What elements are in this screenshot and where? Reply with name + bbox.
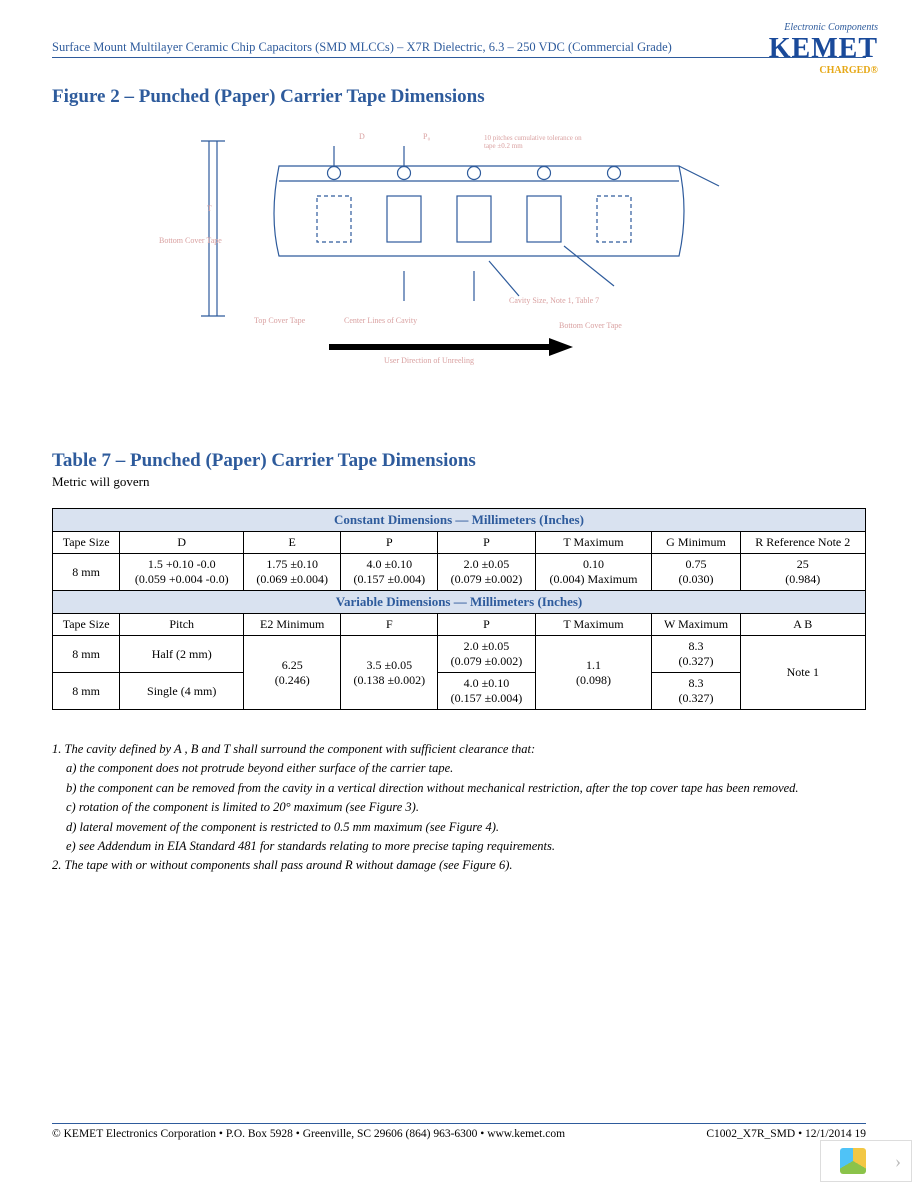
th2-F: F xyxy=(341,614,438,636)
dimensions-table: Constant Dimensions — Millimeters (Inche… xyxy=(52,508,866,710)
v-P-b: 4.0 ±0.10(0.157 ±0.004) xyxy=(438,673,535,710)
note-1e: e) see Addendum in EIA Standard 481 for … xyxy=(52,837,866,856)
v-W-a: 8.3(0.327) xyxy=(652,636,740,673)
th-P0: P xyxy=(341,532,438,554)
note-1b: b) the component can be removed from the… xyxy=(52,779,866,798)
v-E2: 6.25(0.246) xyxy=(244,636,341,710)
carrier-tape-diagram: T D P₀ 10 pitches cumulative tolerance o… xyxy=(159,126,759,376)
app-icon xyxy=(840,1148,866,1174)
c-R: 25(0.984) xyxy=(740,554,865,591)
dim-P0: P₀ xyxy=(423,132,430,141)
th-Rref: R Reference Note 2 xyxy=(740,532,865,554)
footer-right: C1002_X7R_SMD • 12/1/2014 19 xyxy=(706,1128,866,1140)
diagram-top-cover: Top Cover Tape xyxy=(254,316,305,325)
v-F: 3.5 ±0.05(0.138 ±0.002) xyxy=(341,636,438,710)
page: Electronic Components KEMET CHARGED® Sur… xyxy=(0,0,918,1188)
c-P2: 2.0 ±0.05(0.079 ±0.002) xyxy=(438,554,535,591)
logo-subtext: CHARGED® xyxy=(769,65,878,76)
diagram-cavity-size: Cavity Size, Note 1, Table 7 xyxy=(509,296,599,305)
c-P0: 4.0 ±0.10(0.157 ±0.004) xyxy=(341,554,438,591)
page-header: Surface Mount Multilayer Ceramic Chip Ca… xyxy=(52,40,866,58)
brand-logo: Electronic Components KEMET CHARGED® xyxy=(769,22,878,76)
diagram-pitch-note: 10 pitches cumulative tolerance on tape … xyxy=(484,134,594,150)
diagram-arrow-caption: User Direction of Unreeling xyxy=(384,356,474,365)
footer-left: © KEMET Electronics Corporation • P.O. B… xyxy=(52,1128,565,1140)
v-pitch-a: Half (2 mm) xyxy=(120,636,244,673)
band-constant: Constant Dimensions — Millimeters (Inche… xyxy=(53,509,866,532)
th-D: D xyxy=(120,532,244,554)
th-Tmax: T Maximum xyxy=(535,532,652,554)
chevron-right-icon: › xyxy=(895,1151,901,1172)
note-1c: c) rotation of the component is limited … xyxy=(52,798,866,817)
th2-pitch: Pitch xyxy=(120,614,244,636)
v-T: 1.1(0.098) xyxy=(535,636,652,710)
logo-text: KEMET xyxy=(769,33,878,65)
diagram-bottom-cover-2: Bottom Cover Tape xyxy=(559,321,622,330)
band-variable: Variable Dimensions — Millimeters (Inche… xyxy=(53,591,866,614)
th2-E2: E2 Minimum xyxy=(244,614,341,636)
table-govern-note: Metric will govern xyxy=(52,474,866,490)
figure-title: Figure 2 – Punched (Paper) Carrier Tape … xyxy=(52,86,866,108)
note-1: 1. The cavity defined by A , B and T sha… xyxy=(52,740,866,759)
dim-T: T xyxy=(207,204,212,213)
note-2: 2. The tape with or without components s… xyxy=(52,856,866,875)
note-1a: a) the component does not protrude beyon… xyxy=(52,759,866,778)
v-AB: Note 1 xyxy=(740,636,865,710)
th2-Wmax: W Maximum xyxy=(652,614,740,636)
c-tape: 8 mm xyxy=(53,554,120,591)
c-E: 1.75 ±0.10(0.069 ±0.004) xyxy=(244,554,341,591)
th2-P: P xyxy=(438,614,535,636)
v-P-a: 2.0 ±0.05(0.079 ±0.002) xyxy=(438,636,535,673)
c-G: 0.75(0.030) xyxy=(652,554,740,591)
logo-tagline: Electronic Components xyxy=(769,22,878,33)
footnotes: 1. The cavity defined by A , B and T sha… xyxy=(52,740,866,876)
v-pitch-b: Single (4 mm) xyxy=(120,673,244,710)
page-footer: © KEMET Electronics Corporation • P.O. B… xyxy=(52,1123,866,1140)
diagram-center-lines: Center Lines of Cavity xyxy=(344,316,417,325)
v-tape-b: 8 mm xyxy=(53,673,120,710)
next-page-button[interactable]: › xyxy=(820,1140,912,1182)
table-title: Table 7 – Punched (Paper) Carrier Tape D… xyxy=(52,450,866,472)
diagram-bottom-cover: Bottom Cover Tape xyxy=(159,236,222,245)
th2-AB: A B xyxy=(740,614,865,636)
c-D: 1.5 +0.10 -0.0(0.059 +0.004 -0.0) xyxy=(120,554,244,591)
th-Gmin: G Minimum xyxy=(652,532,740,554)
v-W-b: 8.3(0.327) xyxy=(652,673,740,710)
th-P2: P xyxy=(438,532,535,554)
note-1d: d) lateral movement of the component is … xyxy=(52,818,866,837)
th2-tape: Tape Size xyxy=(53,614,120,636)
header-subtitle: Surface Mount Multilayer Ceramic Chip Ca… xyxy=(52,40,672,55)
dim-D: D xyxy=(359,132,365,141)
th2-Tmax: T Maximum xyxy=(535,614,652,636)
th-E: E xyxy=(244,532,341,554)
c-T: 0.10(0.004) Maximum xyxy=(535,554,652,591)
th-tape-size: Tape Size xyxy=(53,532,120,554)
v-tape-a: 8 mm xyxy=(53,636,120,673)
